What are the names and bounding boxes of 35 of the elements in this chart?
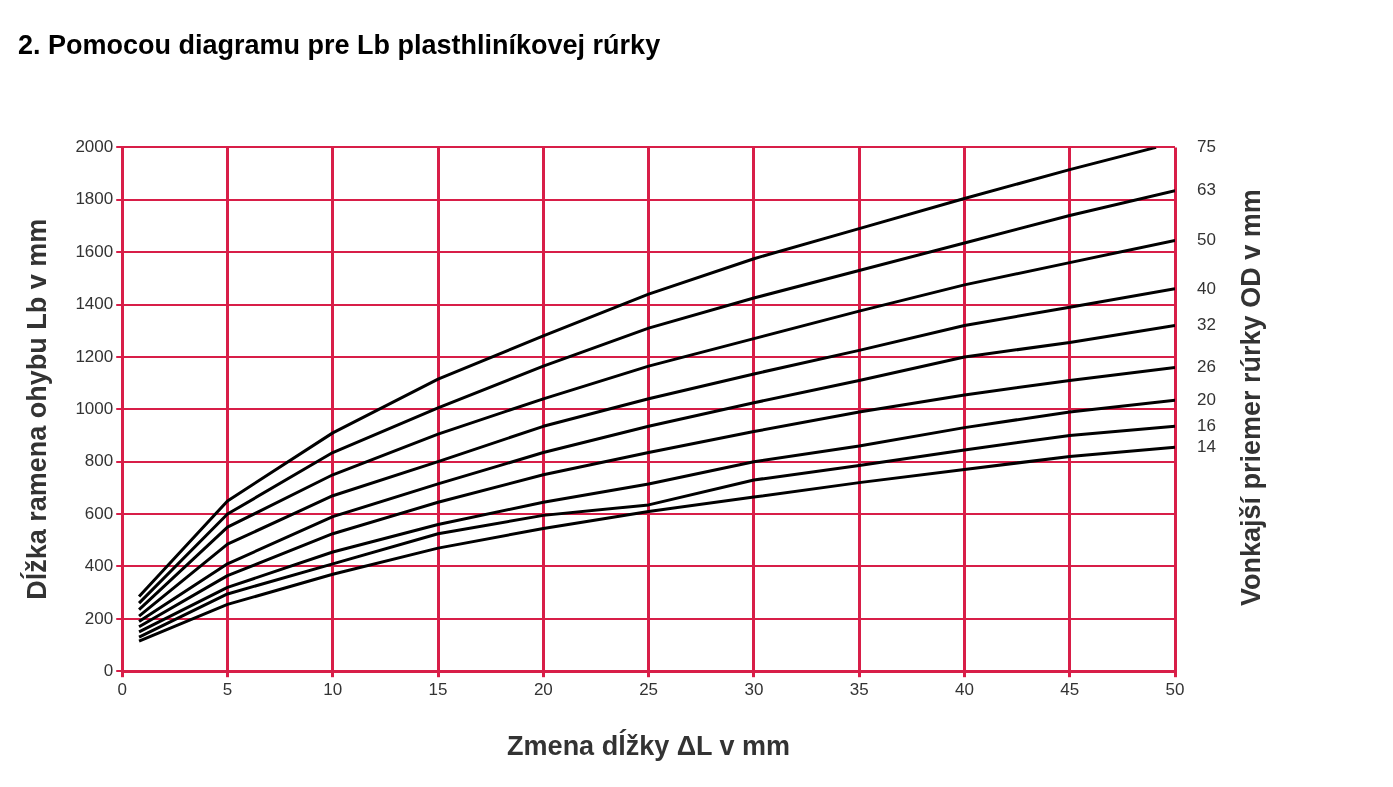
series-label: 26 [1197,357,1216,377]
y-tick-label: 400 [84,556,114,576]
x-tick-label: 35 [849,680,869,700]
series-label: 32 [1197,315,1216,335]
series-label: 40 [1197,278,1216,298]
y-tick-label: 200 [84,608,114,628]
y-tick-label: 1400 [75,294,114,314]
y-tick-label: 0 [103,660,114,680]
x-tick-label: 30 [744,680,764,700]
x-tick-label: 5 [222,680,233,700]
y2-axis-title: Vonkajší priemer rúrky OD v mm [1236,188,1267,609]
y-axis-title: Dĺžka ramena ohybu Lb v mm [19,218,52,600]
y-tick-label: 1200 [75,346,114,366]
x-tick-label: 50 [1165,680,1185,700]
y-tick-label: 2000 [75,137,114,157]
x-tick-label: 15 [428,680,448,700]
series-label: 20 [1197,389,1216,409]
x-tick-label: 0 [117,680,127,700]
series-label: 50 [1197,230,1216,250]
y-tick-label: 800 [84,451,114,471]
x-tick-label: 20 [533,680,553,700]
series-label: 16 [1197,416,1216,436]
series-label: 63 [1197,180,1216,200]
x-tick-label: 10 [323,680,343,700]
y-tick-label: 600 [84,503,114,523]
x-tick-label: 45 [1060,680,1080,700]
series-label: 14 [1197,436,1216,456]
x-axis-title: Zmena dĺžky ΔL v mm [507,729,791,762]
y-tick-label: 1600 [75,241,114,261]
chart-title: 2. Pomocou diagramu pre Lb plasthliníkovej rúrky [18,29,661,60]
x-tick-label: 25 [639,680,659,700]
text: 75 [1197,137,1216,157]
y-tick-label: 1000 [75,398,114,418]
y-tick-label: 1800 [75,189,114,209]
x-tick-label: 40 [954,680,974,700]
